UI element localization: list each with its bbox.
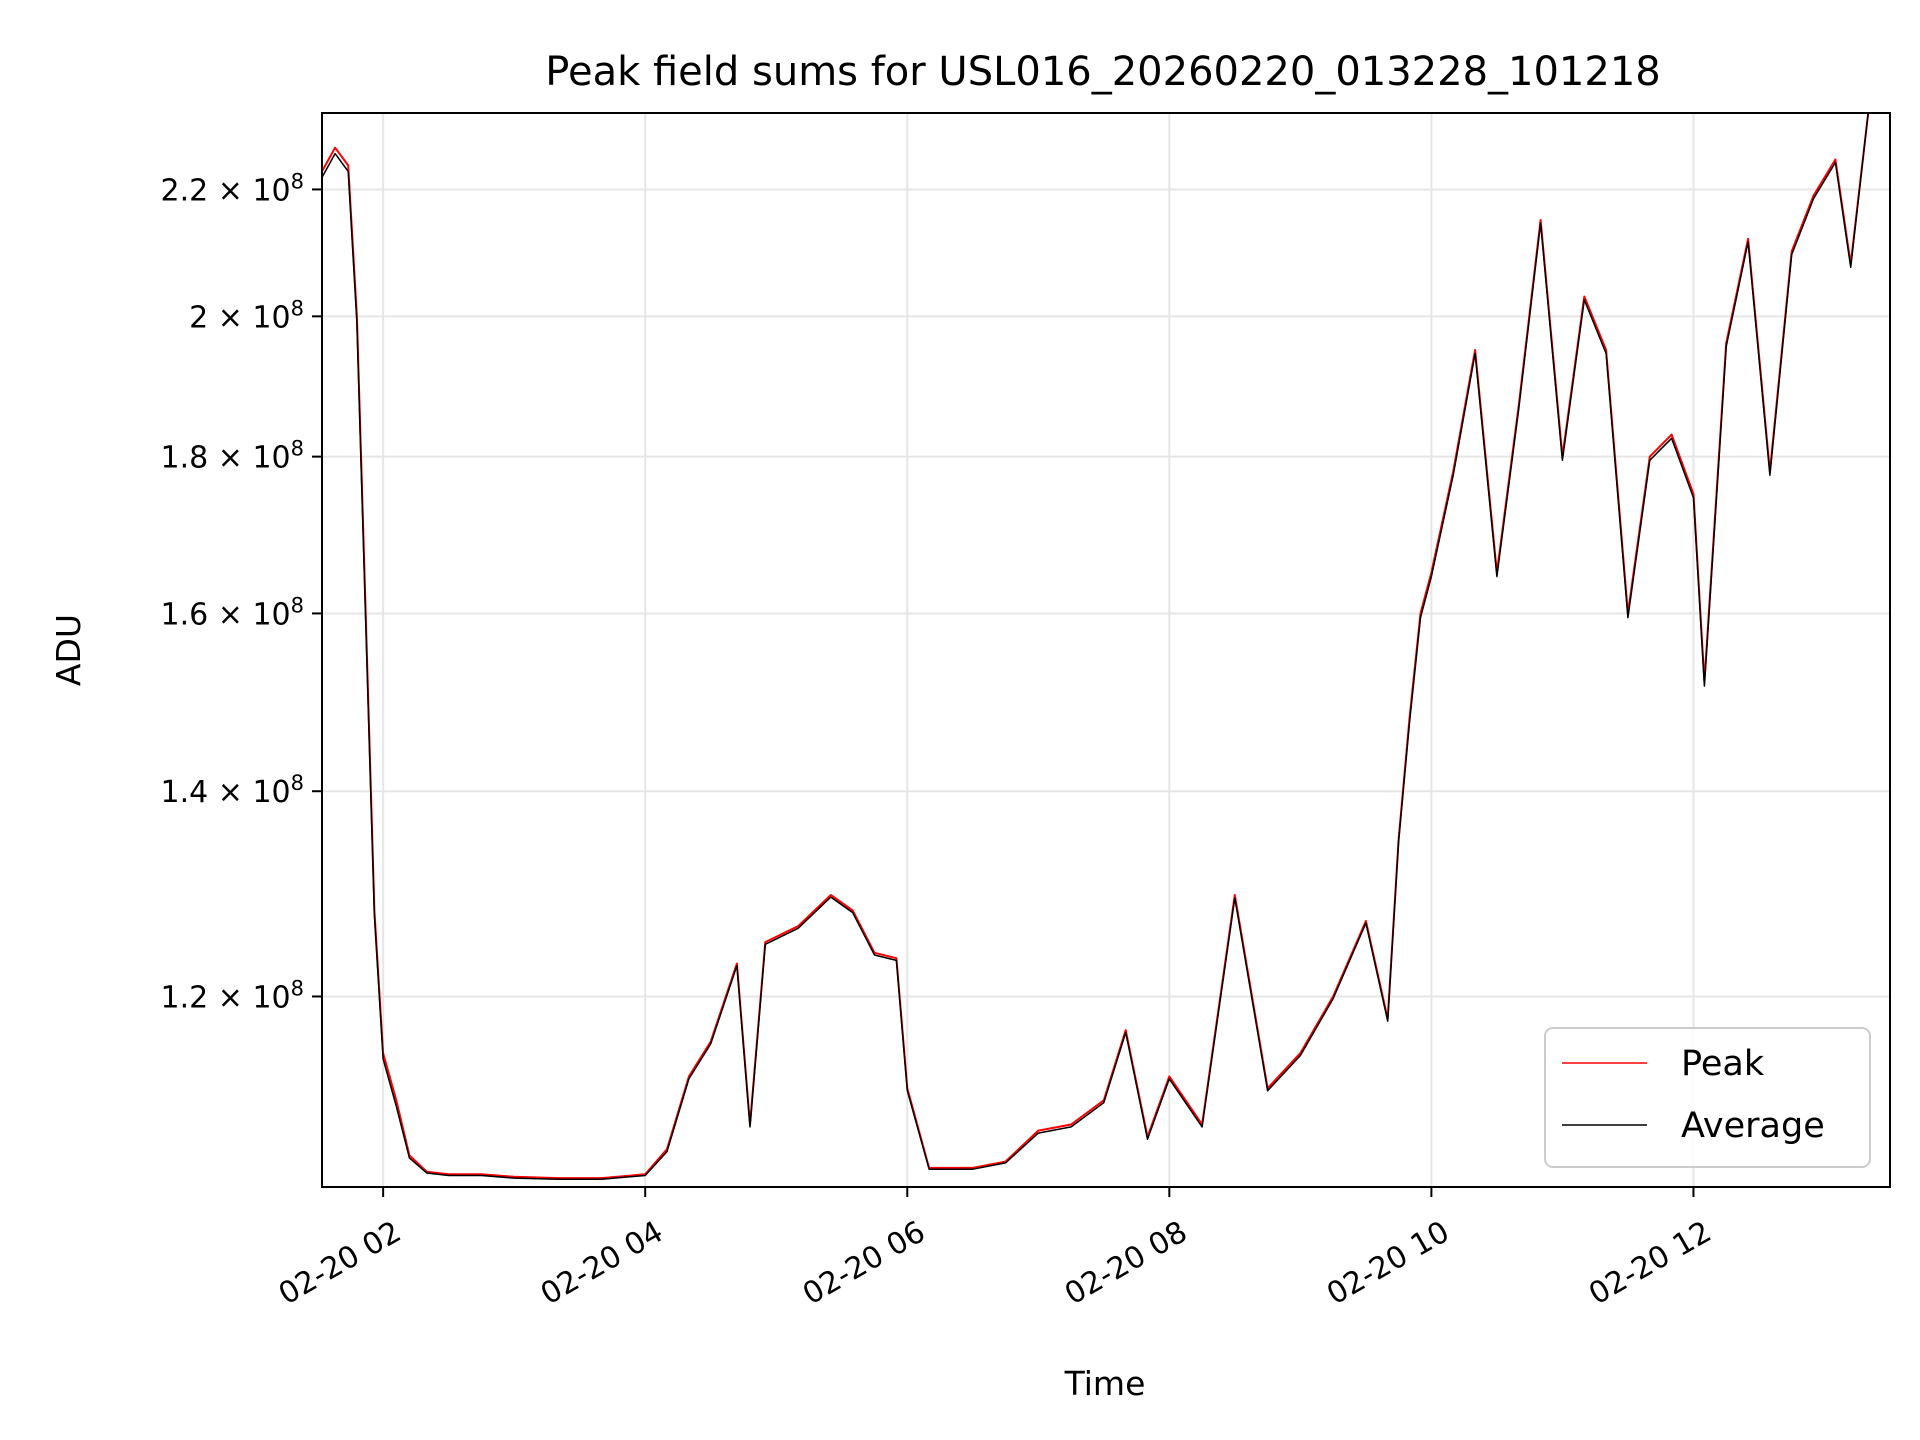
y-axis: 1.2 × 108 1.4 × 108 1.6 × 108 1.8 × 108 2 × … <box>161 169 322 1015</box>
y-tick-label: 1.2 × 108 <box>161 976 304 1015</box>
legend-label-average: Average <box>1681 1106 1825 1146</box>
chart-title: Peak field sums for USL016_20260220_0132… <box>545 49 1660 95</box>
grid <box>322 113 1890 1187</box>
y-axis-title: ADU <box>49 614 88 686</box>
y-tick-label: 1.4 × 108 <box>161 771 304 810</box>
legend-label-peak: Peak <box>1681 1044 1765 1084</box>
series-lines <box>321 112 1890 1181</box>
x-axis-title: Time <box>1064 1364 1146 1403</box>
plot-frame <box>321 112 1891 1188</box>
y-tick-label: 2.2 × 108 <box>161 169 304 208</box>
series-line-average <box>321 112 1890 1181</box>
y-tick-label: 1.8 × 108 <box>161 437 304 476</box>
y-tick-label: 1.6 × 108 <box>161 593 304 632</box>
y-tick-label: 2 × 108 <box>189 296 304 335</box>
legend: Peak Average <box>1544 1027 1871 1168</box>
